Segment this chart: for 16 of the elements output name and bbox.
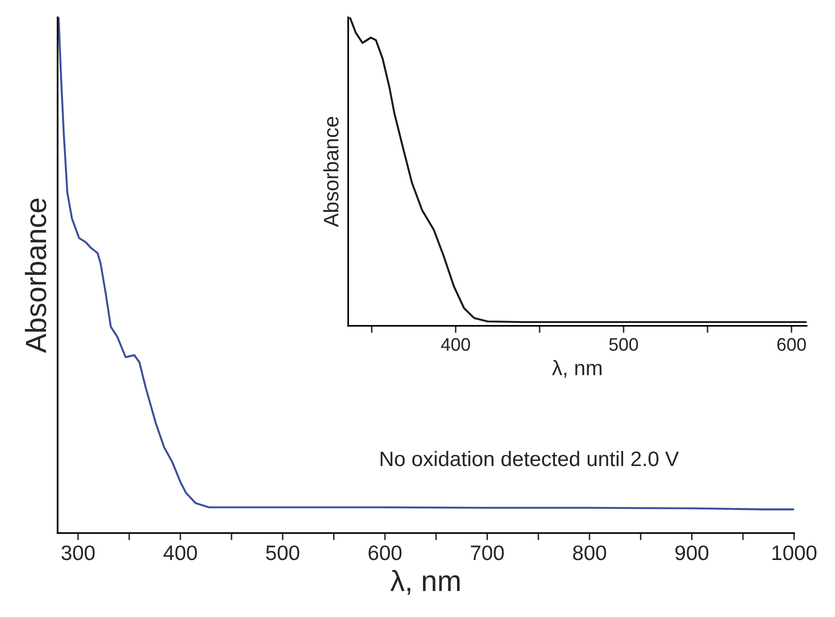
x-tick-label: 600 (777, 338, 806, 351)
x-tick-label: 500 (266, 545, 300, 560)
x-tick-label: 600 (368, 545, 402, 560)
x-tick-label: 800 (573, 545, 606, 560)
y-axis-title: Absorbance (24, 198, 46, 353)
x-tick-label: 1000 (772, 545, 816, 560)
x-axis-title: λ, nm (552, 360, 602, 378)
x-tick-label: 300 (61, 545, 95, 560)
x-tick-label: 900 (675, 545, 708, 560)
x-tick-label: 400 (163, 545, 197, 560)
y-axis-title: Absorbance (323, 116, 339, 228)
x-tick-label: 400 (441, 338, 470, 351)
x-tick-label: 500 (609, 338, 638, 351)
annotation: No oxidation detected until 2.0 V (380, 450, 679, 466)
x-axis-title: λ, nm (390, 570, 460, 595)
x-tick-label: 700 (470, 545, 504, 560)
